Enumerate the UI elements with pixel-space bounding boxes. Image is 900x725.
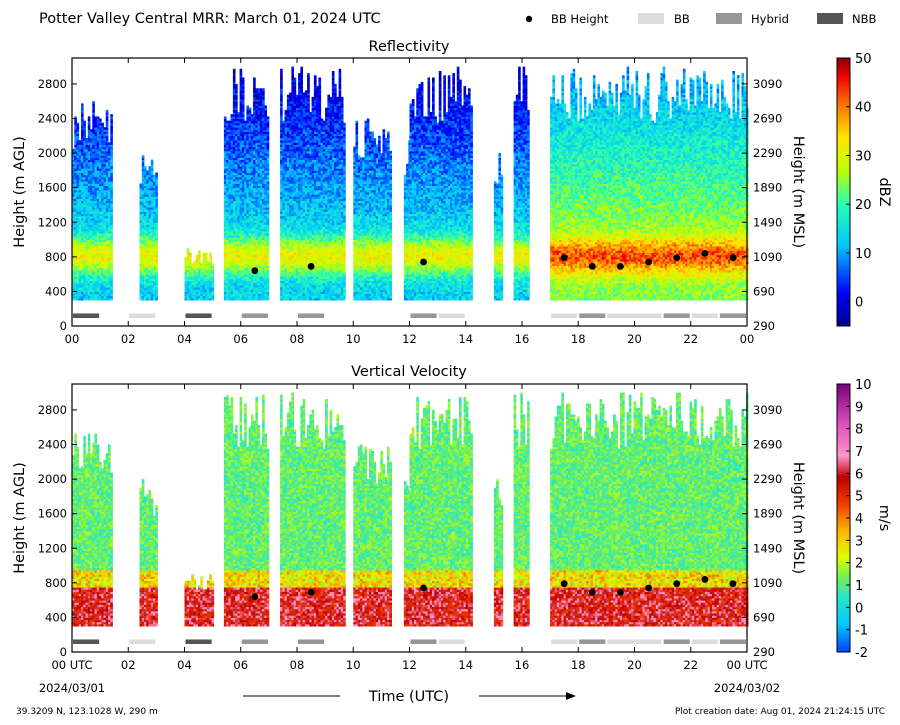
heatmap-cell (207, 261, 210, 264)
heatmap-cell (106, 110, 109, 113)
heatmap-cell (142, 155, 145, 158)
heatmap-cell (90, 129, 93, 132)
legend: BB Height BB Hybrid NBB (526, 12, 877, 26)
legend-bb-height-marker (526, 16, 532, 22)
heatmap-cell (95, 116, 98, 119)
heatmap-cell (151, 160, 154, 163)
heatmap-cell (88, 116, 91, 119)
legend-hybrid-label: Hybrid (751, 12, 789, 26)
legend-nbb-label: NBB (852, 12, 876, 26)
heatmap-cell (187, 248, 190, 251)
figure: Potter Valley Central MRR: March 01, 202… (0, 0, 900, 725)
heatmap-cell (198, 250, 201, 253)
heatmap-cell (194, 261, 197, 264)
heatmap-cell (149, 166, 152, 169)
heatmap-cell (101, 123, 104, 126)
heatmap-cell (144, 166, 147, 169)
legend-hybrid-swatch (716, 13, 742, 24)
heatmap-cell (110, 114, 113, 117)
heatmap-cell (189, 253, 192, 256)
legend-nbb-swatch (817, 13, 843, 24)
heatmap-cell (209, 253, 212, 256)
legend-bb-label: BB (674, 12, 690, 26)
figure-title: Potter Valley Central MRR: March 01, 202… (39, 11, 381, 27)
heatmap-cell (212, 263, 215, 266)
heatmap-cell (108, 142, 111, 145)
heatmap-cell (203, 253, 206, 256)
heatmap-cell (140, 183, 143, 186)
heatmap-cell (155, 173, 158, 176)
heatmap-cell (185, 257, 188, 260)
legend-bb-height-label: BB Height (551, 12, 609, 26)
reflectivity-panel: Reflectivity 040080012001600200024002800… (12, 39, 892, 346)
heatmap-cell (99, 119, 102, 122)
heatmap-cell (92, 101, 95, 104)
legend-bb-swatch (638, 13, 664, 24)
heatmap-cell (86, 138, 89, 141)
heatmap-cell (104, 127, 107, 130)
reflectivity-title: Reflectivity (369, 39, 450, 55)
heatmap-cell (83, 121, 86, 124)
heatmap-cell (205, 253, 208, 256)
heatmap-cell (81, 103, 84, 106)
heatmap-cell (77, 123, 80, 126)
heatmap-cell (153, 175, 156, 178)
reflectivity-plot-area (72, 67, 749, 318)
